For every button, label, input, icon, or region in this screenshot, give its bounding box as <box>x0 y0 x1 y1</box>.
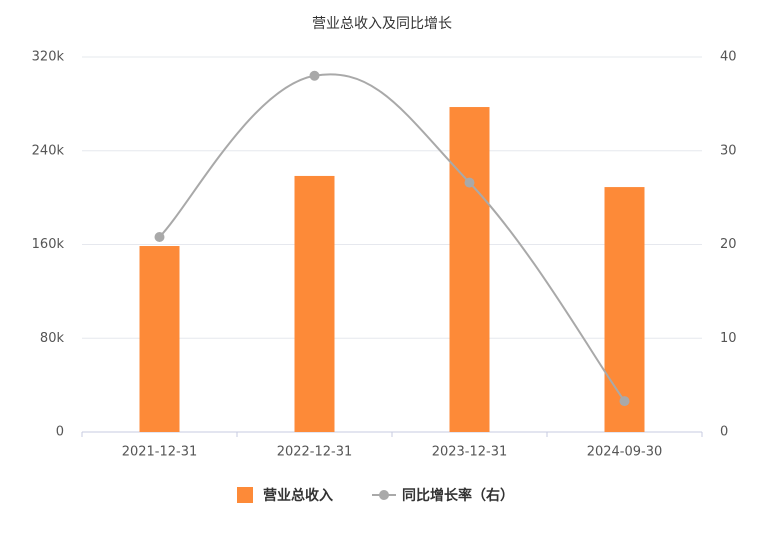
y2-tick-label: 20 <box>720 237 737 252</box>
line-point <box>619 396 630 407</box>
bar <box>139 246 180 432</box>
line-point <box>154 232 165 242</box>
bar <box>604 187 645 432</box>
legend-label: 同比增长率（右） <box>402 487 514 504</box>
y2-tick-label: 0 <box>720 425 728 440</box>
y-tick-label: 320k <box>32 50 65 65</box>
y2-tick-label: 40 <box>720 50 737 65</box>
legend-swatch <box>379 490 389 500</box>
line <box>158 73 626 402</box>
bar <box>294 175 335 432</box>
x-tick-label: 2021-12-31 <box>122 445 198 460</box>
x-tick-label: 2022-12-31 <box>277 445 353 460</box>
chart-title: 营业总收入及同比增长 <box>312 16 452 32</box>
y-tick-label: 240k <box>32 143 65 158</box>
legend-swatch <box>237 487 253 503</box>
bar <box>449 107 490 432</box>
x-tick-label: 2024-09-30 <box>587 445 663 460</box>
y2-tick-label: 10 <box>720 331 737 346</box>
line-point <box>464 177 475 188</box>
y-tick-label: 0 <box>56 425 64 440</box>
line-point <box>309 70 320 81</box>
x-tick-label: 2023-12-31 <box>432 445 508 460</box>
y-tick-label: 160k <box>32 237 65 252</box>
y2-tick-label: 30 <box>720 143 737 158</box>
legend-label: 营业总收入 <box>263 487 333 504</box>
y-tick-label: 80k <box>40 331 65 346</box>
